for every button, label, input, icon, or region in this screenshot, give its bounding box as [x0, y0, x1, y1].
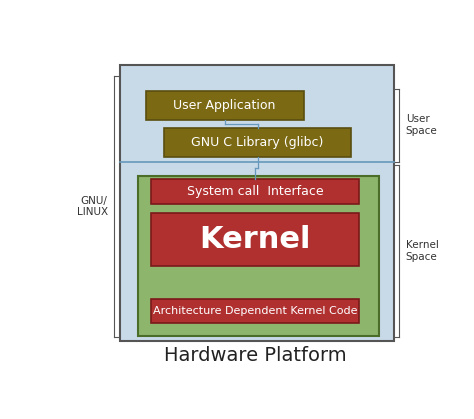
Text: System call  Interface: System call Interface: [187, 185, 323, 198]
Bar: [146, 91, 303, 120]
Bar: [151, 299, 359, 323]
Text: Architecture Dependent Kernel Code: Architecture Dependent Kernel Code: [153, 306, 357, 316]
Text: Kernel: Kernel: [199, 225, 310, 254]
Text: User Application: User Application: [173, 98, 276, 111]
Bar: [151, 213, 359, 266]
Text: Hardware Platform: Hardware Platform: [164, 346, 347, 365]
Bar: [138, 176, 379, 336]
Bar: [120, 65, 393, 341]
Text: User
Space: User Space: [406, 114, 438, 136]
Text: Kernel
Space: Kernel Space: [406, 240, 438, 261]
Bar: [151, 179, 359, 204]
Bar: [164, 128, 351, 157]
Text: GNU/
LINUX: GNU/ LINUX: [77, 196, 108, 217]
Text: GNU C Library (glibc): GNU C Library (glibc): [191, 136, 324, 149]
